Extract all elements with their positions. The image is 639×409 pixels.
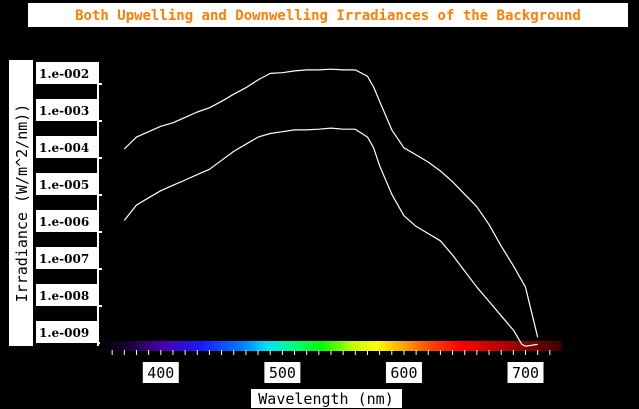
y-tick-label-box <box>36 321 98 343</box>
x-tick-label-box <box>507 362 544 383</box>
series-line-2 <box>123 127 538 347</box>
x-tick-label: 600 <box>390 364 417 382</box>
y-tick-labels: 1.e-002 1.e-003 1.e-004 1.e-005 1.e-006 1.e-0… <box>36 62 102 344</box>
y-tick-label: 1.e-002 <box>39 67 89 81</box>
x-tick-label-box <box>385 362 422 383</box>
y-tick-label-box <box>36 173 98 195</box>
y-tick-label: 1.e-008 <box>39 289 89 303</box>
y-tick-label: 1.e-009 <box>39 326 89 340</box>
y-tick-label: 1.e-003 <box>39 104 89 118</box>
y-tick-label-box <box>36 247 98 269</box>
y-tick-label: 1.e-004 <box>39 141 89 155</box>
spectrum-bar <box>100 341 562 351</box>
y-tick-label-box <box>36 136 98 158</box>
x-tick-label: 400 <box>147 364 174 382</box>
y-tick-label-box <box>36 99 98 121</box>
x-tick-label-box <box>264 362 301 383</box>
y-tick-label: 1.e-005 <box>39 178 89 192</box>
x-minor-ticks <box>111 350 551 355</box>
y-axis-label: Irradiance (W/m^2/nm)) <box>13 104 31 303</box>
y-tick-label-box <box>36 284 98 306</box>
series-lines <box>123 68 539 347</box>
x-tick-label-box <box>142 362 179 383</box>
title-background <box>28 3 628 27</box>
y-tick-label: 1.e-006 <box>39 215 89 229</box>
y-axis-label-background <box>9 60 33 346</box>
x-tick-labels: 400 500 600 700 <box>142 362 544 383</box>
y-tick-label-box <box>36 210 98 232</box>
series-line-1 <box>123 68 539 338</box>
y-tick-label: 1.e-007 <box>39 252 89 266</box>
chart-title: Both Upwelling and Downwelling Irradianc… <box>75 8 581 24</box>
x-tick-label: 500 <box>269 364 296 382</box>
x-axis-label: Wavelength (nm) <box>258 390 393 408</box>
x-axis-label-background <box>251 389 402 408</box>
y-tick-label-box <box>36 62 98 84</box>
x-tick-label: 700 <box>512 364 539 382</box>
